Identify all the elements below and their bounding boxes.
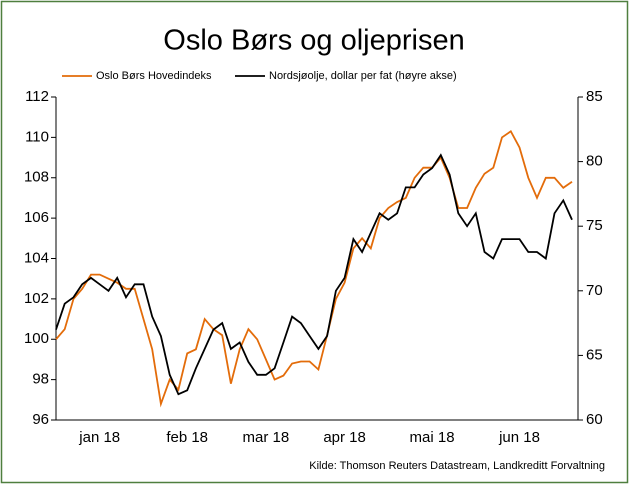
source: Kilde: Thomson Reuters Datastream, Landk…	[309, 460, 605, 472]
y2-tick-label: 60	[586, 411, 603, 428]
y2-tick-label: 70	[586, 282, 603, 299]
x-tick-label: mar 18	[243, 429, 290, 446]
y2-tick-label: 75	[586, 217, 603, 234]
y2-tick-label: 80	[586, 153, 603, 170]
chart-title: Oslo Børs og oljeprisen	[163, 25, 464, 57]
y-tick-label: 110	[25, 128, 49, 145]
series-line	[55, 129, 573, 408]
series-line	[55, 153, 573, 396]
x-tick-label: jan 18	[78, 429, 120, 446]
x-tick-label: mai 18	[410, 429, 455, 446]
y2-tick-label: 85	[586, 88, 603, 105]
y-tick-label: 98	[32, 371, 49, 388]
legend-label: Oslo Børs Hovedindeks	[96, 70, 212, 82]
x-tick-label: jun 18	[498, 429, 540, 446]
y2-tick-label: 65	[586, 346, 603, 363]
y-tick-label: 104	[24, 249, 49, 266]
y-tick-label: 106	[24, 209, 49, 226]
y-tick-label: 100	[24, 330, 49, 347]
y-tick-label: 102	[24, 290, 49, 307]
legend-label: Nordsjøolje, dollar per fat (høyre akse)	[269, 70, 457, 82]
x-tick-label: apr 18	[323, 429, 366, 446]
y-tick-label: 96	[32, 411, 49, 428]
y-tick-label: 108	[24, 169, 49, 186]
y-tick-label: 112	[25, 88, 49, 105]
x-tick-label: feb 18	[166, 429, 208, 446]
